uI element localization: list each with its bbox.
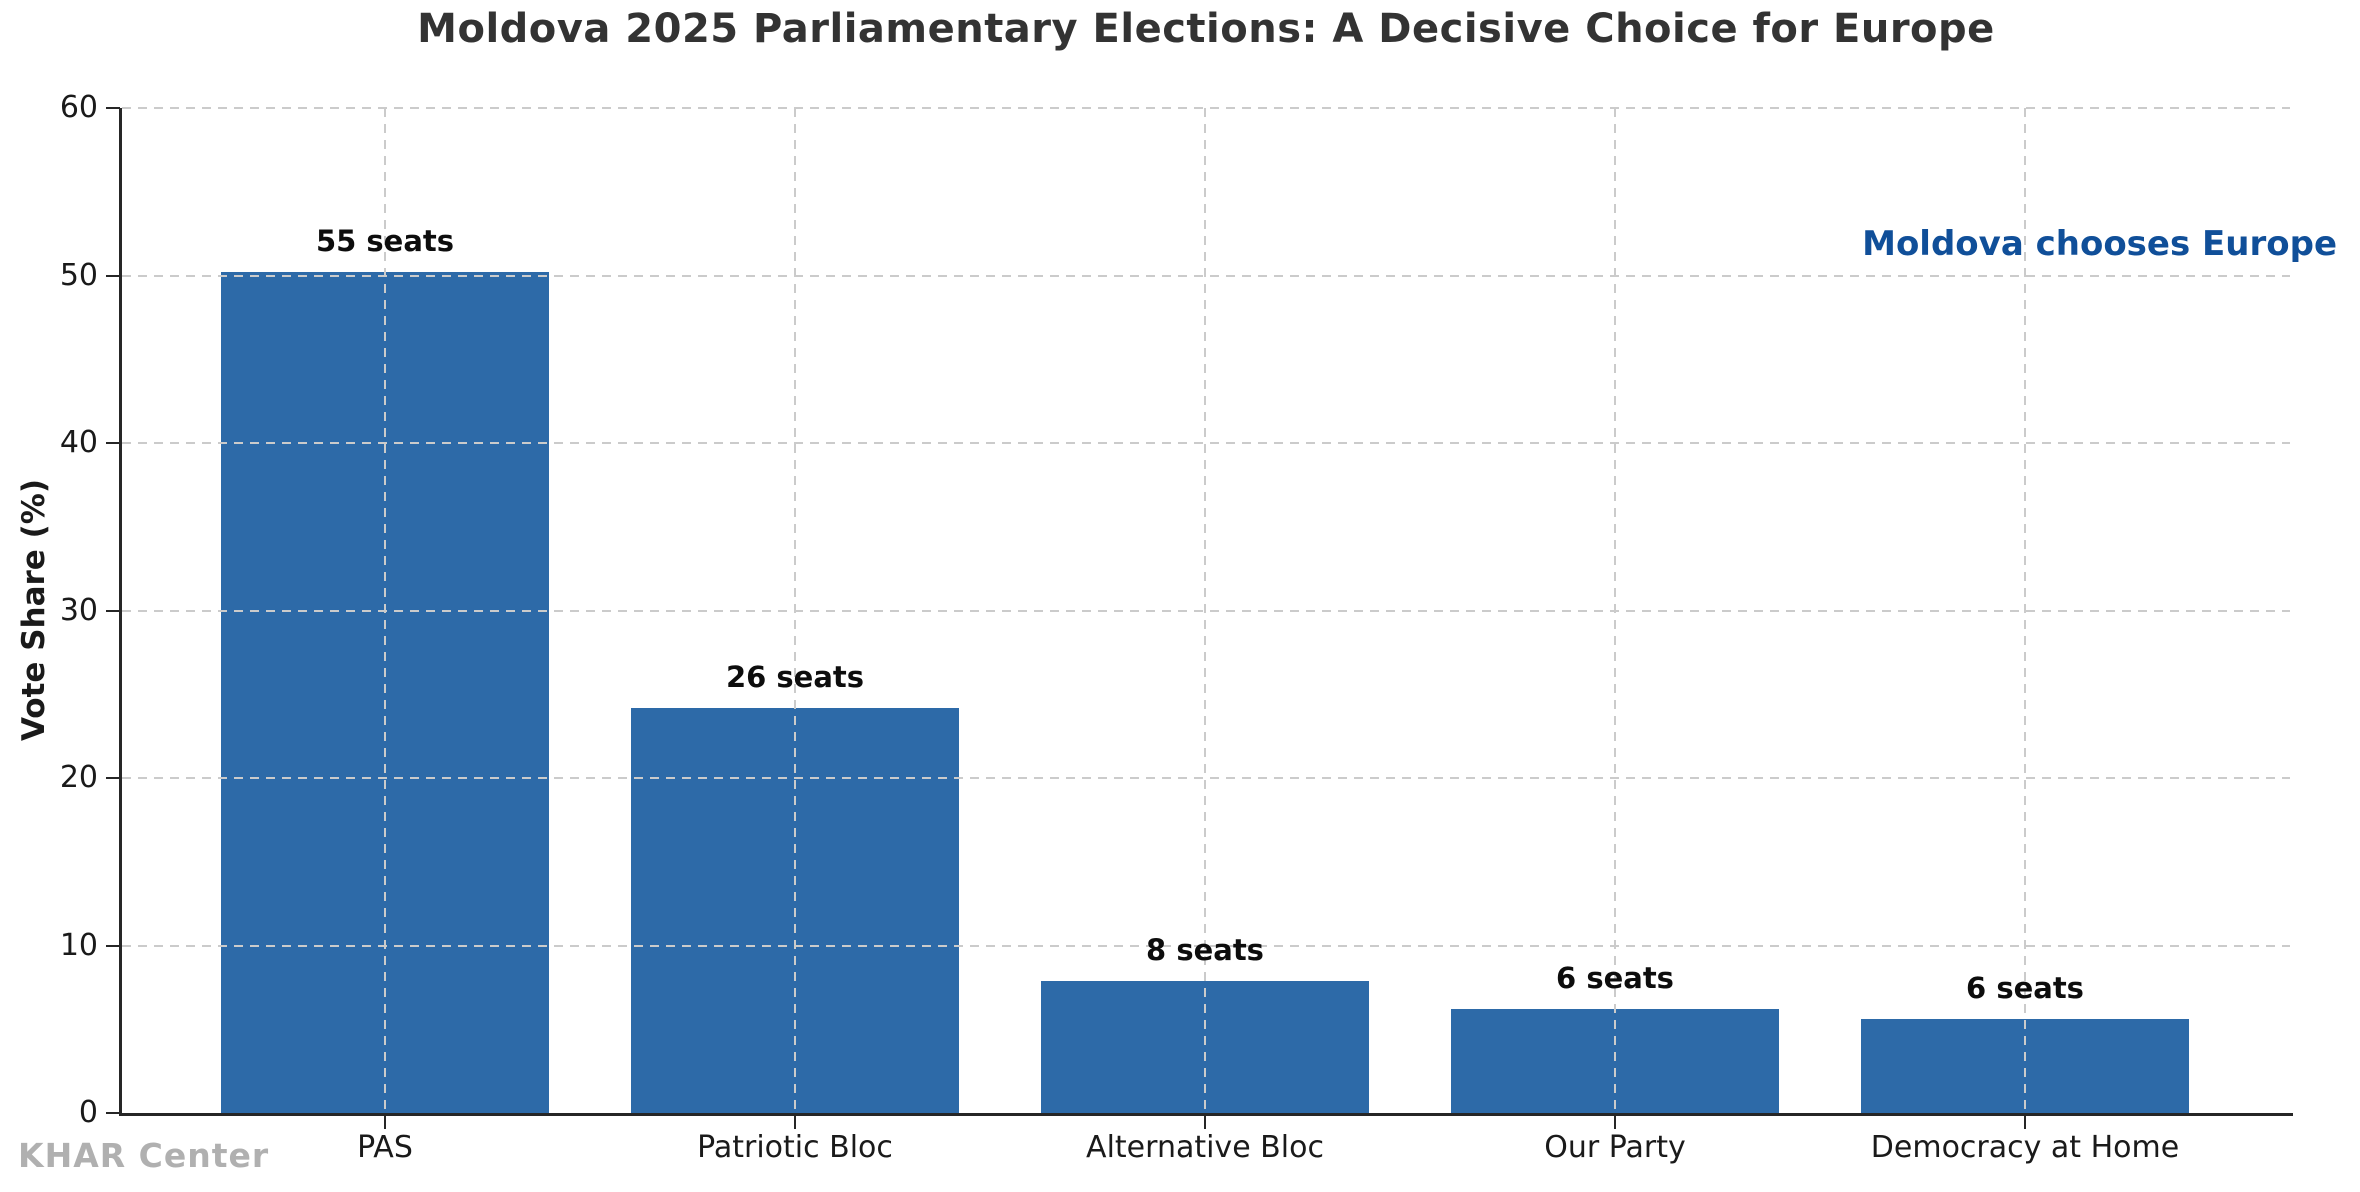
bar-value-label: 8 seats xyxy=(1146,932,1264,967)
x-tick-1 xyxy=(384,1116,386,1129)
x-tick-label-4: Our Party xyxy=(1544,1130,1686,1165)
y-tick-label-0: 0 xyxy=(78,1095,98,1130)
y-tick-40 xyxy=(106,442,120,444)
gridline-h-50 xyxy=(122,274,2290,277)
y-tick-20 xyxy=(106,777,120,779)
y-tick-10 xyxy=(106,944,120,947)
gridline-v-3 xyxy=(1204,108,1206,1113)
gridline-v-4 xyxy=(1614,108,1616,1113)
bar-value-label: 26 seats xyxy=(725,659,865,694)
x-tick-label-5: Democracy at Home xyxy=(1870,1130,2180,1165)
chart-title: Moldova 2025 Parliamentary Elections: A … xyxy=(417,6,1995,52)
gridline-h-30 xyxy=(122,609,2290,612)
y-tick-label-20: 20 xyxy=(59,760,98,795)
bar-value-label: 6 seats xyxy=(1556,961,1674,996)
y-tick-60 xyxy=(106,107,120,109)
y-tick-label-40: 40 xyxy=(59,425,98,460)
x-tick-5 xyxy=(2024,1116,2026,1129)
y-tick-label-10: 10 xyxy=(59,927,98,963)
gridline-v-1 xyxy=(384,108,386,1113)
x-tick-label-3: Alternative Bloc xyxy=(1086,1130,1324,1165)
bar-value-label: 6 seats xyxy=(1966,971,2084,1006)
gridline-h-40 xyxy=(122,442,2290,444)
plot-area: 55 seats 26 seats 8 seats 6 seats 6 seats xyxy=(122,107,2290,1113)
gridline-v-2 xyxy=(794,108,796,1113)
y-tick-label-50: 50 xyxy=(59,257,98,293)
y-tick-30 xyxy=(106,609,120,612)
gridline-h-20 xyxy=(122,777,2290,779)
x-tick-label-1: PAS xyxy=(357,1130,413,1165)
x-tick-3 xyxy=(1204,1116,1206,1129)
y-tick-label-60: 60 xyxy=(59,90,98,125)
y-tick-50 xyxy=(106,274,120,277)
bar-value-label: 55 seats xyxy=(315,224,455,259)
y-tick-label-30: 30 xyxy=(59,592,98,628)
gridline-h-10 xyxy=(122,944,2290,947)
x-axis-line xyxy=(119,1113,2293,1116)
y-axis-line xyxy=(119,108,122,1116)
x-tick-4 xyxy=(1614,1116,1616,1129)
gridline-h-60 xyxy=(122,107,2290,109)
x-tick-label-2: Patriotic Bloc xyxy=(697,1130,893,1165)
annotation-moldova-chooses-europe: Moldova chooses Europe xyxy=(1862,224,2337,264)
gridline-v-5 xyxy=(2024,108,2026,1113)
x-tick-2 xyxy=(794,1116,796,1129)
watermark-khar-center: KHAR Center xyxy=(18,1136,270,1175)
y-tick-0 xyxy=(106,1112,120,1114)
